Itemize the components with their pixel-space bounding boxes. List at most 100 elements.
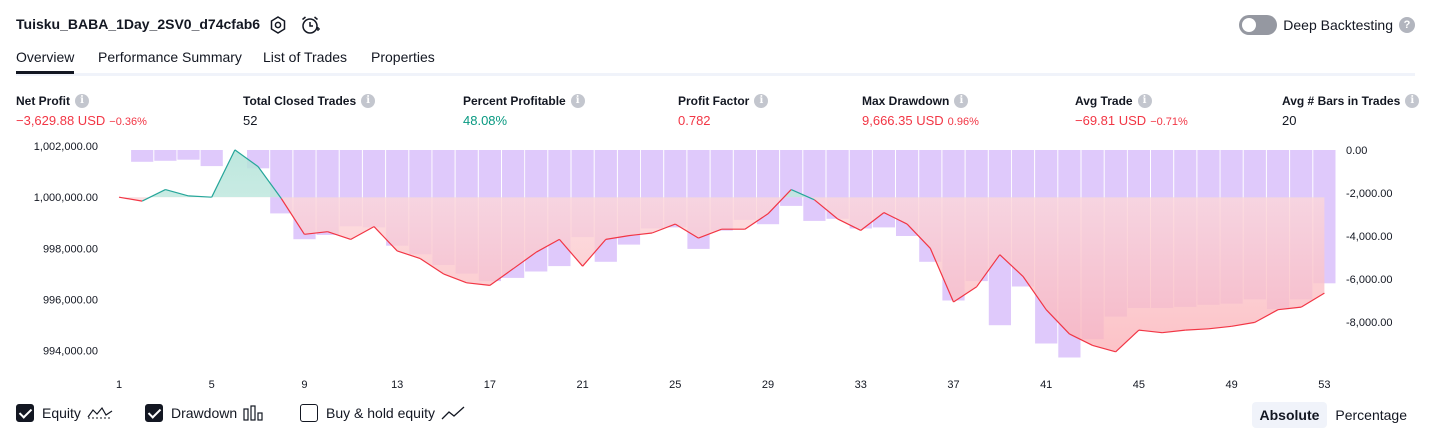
left-axis-tick: 1,000,000.00: [34, 192, 98, 204]
metric-max-drawdown: Max Drawdown i 9,666.35 USD 0.96%: [862, 94, 979, 128]
equity-line-segment: [304, 231, 328, 235]
equity-line-segment: [188, 195, 212, 198]
metric-value: 48.08%: [463, 113, 508, 128]
equity-line-segment: [582, 239, 607, 267]
equity-line-segment: [814, 199, 838, 220]
drawdown-label: Drawdown: [171, 405, 238, 421]
x-axis-tick: 41: [1040, 379, 1052, 391]
metric-value: −3,629.88 USD: [16, 113, 106, 128]
metric-label: Net Profit: [16, 94, 70, 108]
tab-performance-summary[interactable]: Performance Summary: [98, 49, 242, 65]
percentage-button[interactable]: Percentage: [1335, 407, 1407, 423]
metric-percent: 0.96%: [947, 116, 979, 128]
equity-line-segment: [1208, 325, 1232, 330]
equity-line-segment: [558, 239, 584, 267]
equity-checkbox[interactable]: [16, 404, 34, 422]
equity-line-segment: [466, 282, 490, 286]
metric-value: 9,666.35 USD: [862, 113, 944, 128]
deep-backtesting-toggle[interactable]: [1239, 15, 1277, 35]
tab-properties[interactable]: Properties: [371, 49, 435, 65]
equity-loss-area: [119, 197, 1325, 352]
tab-overview[interactable]: Overview: [16, 49, 75, 74]
equity-line-segment: [419, 258, 444, 275]
buy-hold-checkbox[interactable]: [300, 404, 318, 422]
drawdown-bar: [131, 150, 154, 162]
metric-label: Avg # Bars in Trades: [1282, 94, 1401, 108]
right-axis-tick: 0.00: [1346, 145, 1367, 157]
info-icon[interactable]: i: [1137, 94, 1152, 108]
settings-icon[interactable]: [267, 14, 289, 36]
left-axis-tick: 996,000.00: [43, 294, 98, 306]
equity-line-segment: [1022, 276, 1047, 311]
equity-line-segment: [906, 223, 931, 249]
equity-line-segment: [790, 189, 815, 201]
equity-line-segment: [280, 198, 305, 235]
equity-line-segment: [976, 254, 1001, 288]
metric-value: 20: [1282, 113, 1297, 128]
equity-line-segment: [651, 223, 676, 234]
equity-line-segment: [744, 213, 769, 230]
drawdown-bar: [177, 150, 200, 160]
metric-percent: −0.71%: [1150, 116, 1188, 128]
deep-backtesting-control: Deep Backtesting ?: [1235, 14, 1415, 36]
equity-line-segment: [211, 149, 236, 198]
tab-list-of-trades[interactable]: List of Trades: [263, 49, 348, 65]
equity-drawdown-chart[interactable]: 1,002,000.00 1,000,000.00 998,000.00 996,00…: [0, 136, 1431, 398]
drawdown-toggle[interactable]: Drawdown: [145, 404, 265, 422]
equity-line-segment: [929, 248, 955, 303]
x-axis-tick: 25: [669, 379, 681, 391]
metric-percent-profitable: Percent Profitable i 48.08%: [463, 94, 585, 128]
x-axis-tick: 13: [391, 379, 403, 391]
metric-profit-factor: Profit Factor i 0.782: [678, 94, 769, 128]
equity-label: Equity: [42, 405, 81, 421]
right-axis-tick: -4,000.00: [1346, 231, 1392, 243]
equity-line-segment: [489, 268, 514, 286]
metric-label: Max Drawdown: [862, 94, 950, 108]
equity-line-segment: [350, 226, 375, 240]
equity-line-segment: [1069, 333, 1093, 346]
equity-toggle[interactable]: Equity: [16, 404, 113, 422]
equity-line-segment: [373, 226, 398, 252]
metric-value: 52: [243, 113, 258, 128]
x-axis-tick: 53: [1318, 379, 1330, 391]
equity-line-segment: [883, 212, 908, 225]
equity-line-segment: [698, 228, 722, 239]
drawdown-bar: [803, 150, 826, 221]
info-icon[interactable]: i: [754, 94, 769, 108]
info-icon[interactable]: i: [954, 94, 969, 108]
x-axis-tick: 45: [1133, 379, 1145, 391]
metric-percent: −0.36%: [109, 116, 147, 128]
x-axis-tick: 33: [855, 379, 867, 391]
drawdown-checkbox[interactable]: [145, 404, 163, 422]
absolute-button[interactable]: Absolute: [1251, 402, 1328, 428]
x-axis-tick: 21: [576, 379, 588, 391]
strategy-header: Tuisku_BABA_1Day_2SV0_d74cfab6 Deep Back…: [16, 12, 1415, 38]
left-axis-tick: 998,000.00: [43, 243, 98, 255]
equity-line-segment: [257, 166, 282, 199]
info-icon[interactable]: i: [1405, 94, 1420, 108]
deep-backtesting-label: Deep Backtesting: [1283, 17, 1393, 33]
add-alert-icon[interactable]: [299, 14, 321, 36]
right-axis-tick: -2,000.00: [1346, 188, 1392, 200]
right-axis-tick: -6,000.00: [1346, 274, 1392, 286]
equity-line-segment: [327, 231, 351, 240]
equity-line-segment: [1138, 329, 1163, 334]
metric-label: Avg Trade: [1075, 94, 1133, 108]
left-axis-tick: 994,000.00: [43, 346, 98, 358]
buy-hold-toggle[interactable]: Buy & hold equity: [300, 404, 465, 422]
equity-line-segment: [1115, 329, 1140, 353]
equity-line-segment: [837, 218, 862, 231]
equity-line-segment: [118, 196, 143, 202]
metric-value: −69.81 USD: [1075, 113, 1147, 128]
help-icon[interactable]: ?: [1399, 17, 1415, 33]
info-icon[interactable]: i: [570, 94, 585, 108]
left-axis-tick: 1,002,000.00: [34, 141, 98, 153]
equity-line-segment: [141, 189, 166, 202]
equity-line-segment: [535, 238, 560, 253]
equity-line-segment: [1300, 292, 1325, 308]
equity-line-segment: [1162, 329, 1186, 334]
equity-line-segment: [1092, 344, 1116, 353]
drawdown-bar: [154, 150, 177, 161]
info-icon[interactable]: i: [361, 94, 376, 108]
info-icon[interactable]: i: [75, 94, 89, 108]
